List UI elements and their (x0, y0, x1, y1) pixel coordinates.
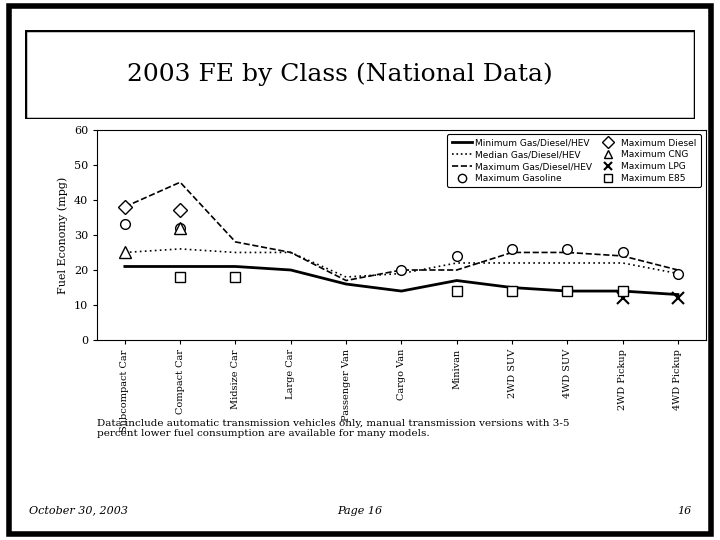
Text: Data include automatic transmission vehicles only, manual transmission versions : Data include automatic transmission vehi… (97, 418, 570, 438)
Text: 16: 16 (677, 505, 691, 516)
Text: October 30, 2003: October 30, 2003 (29, 505, 128, 516)
Legend: Minimum Gas/Diesel/HEV, Median Gas/Diesel/HEV, Maximum Gas/Diesel/HEV, Maximum G: Minimum Gas/Diesel/HEV, Median Gas/Diese… (447, 134, 701, 187)
Text: Page 16: Page 16 (338, 505, 382, 516)
Text: 2003 FE by Class (National Data): 2003 FE by Class (National Data) (127, 63, 553, 86)
Y-axis label: Fuel Economy (mpg): Fuel Economy (mpg) (58, 176, 68, 294)
